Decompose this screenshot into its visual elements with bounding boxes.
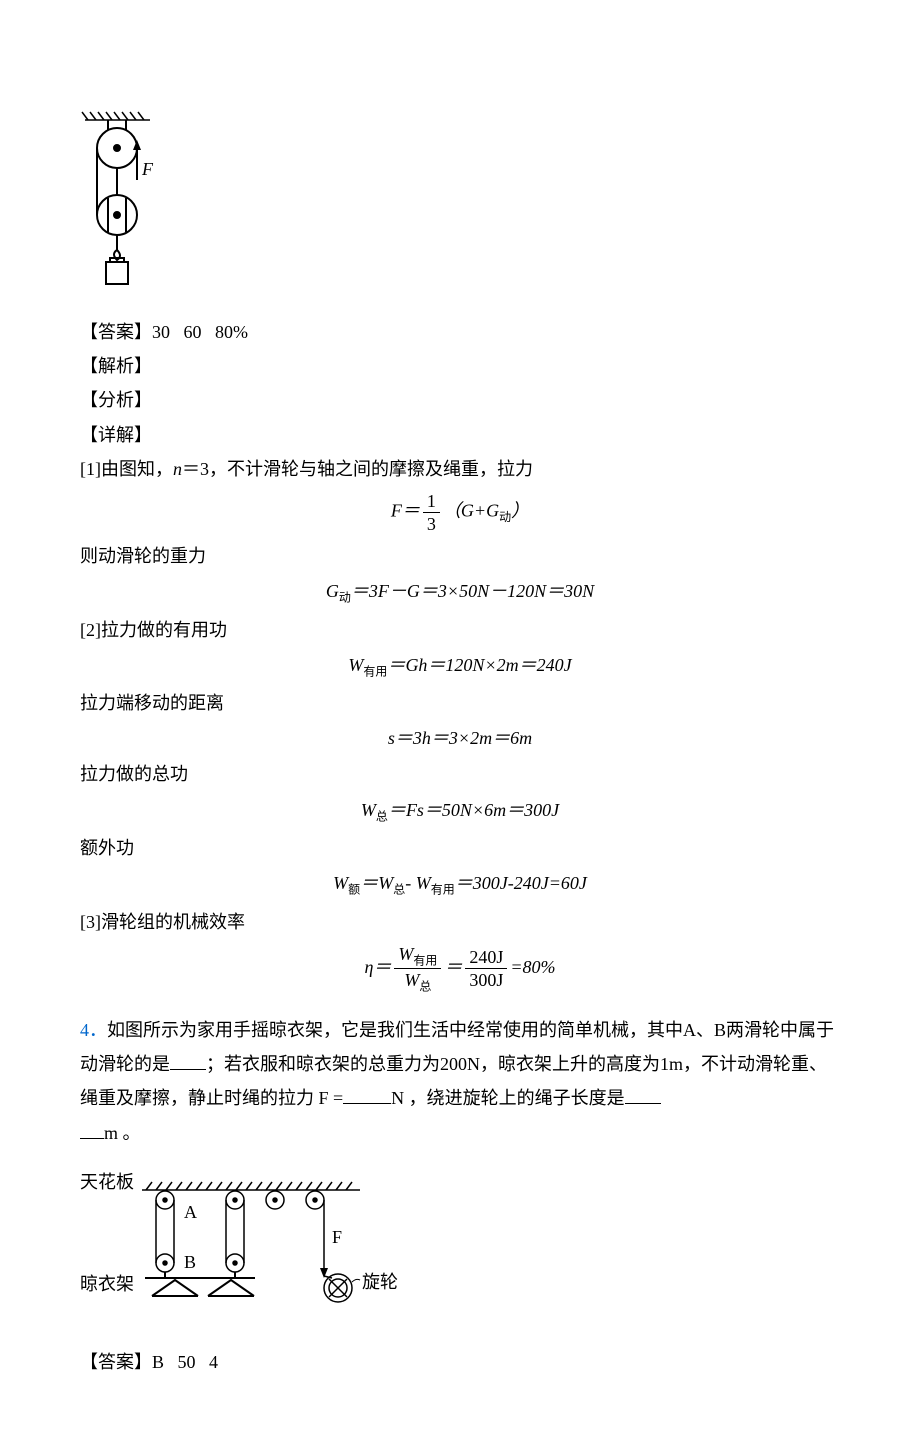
step3-intro: [3]滑轮组的机械效率 <box>80 905 840 939</box>
formula-Gd: G动＝3F－G＝3×50N－120N＝30N <box>80 579 840 606</box>
answer-val-2: 60 <box>184 322 202 342</box>
answer4-v1: B <box>152 1352 164 1372</box>
blank-3 <box>625 1086 661 1104</box>
blank-3b <box>80 1121 104 1139</box>
svg-text:B: B <box>184 1252 196 1272</box>
answer4-line: 【答案】B 50 4 <box>80 1345 840 1379</box>
formula-eta: η＝W有用W总＝240J300J=80% <box>80 945 840 993</box>
step2-We-label: 额外功 <box>80 831 840 865</box>
force-label: F <box>141 159 154 179</box>
formula-Wy: W有用＝Gh＝120N×2m＝240J <box>80 653 840 680</box>
section-xiangjie: 【详解】 <box>80 418 840 452</box>
svg-text:天花板: 天花板 <box>80 1172 134 1192</box>
answer-label: 【答案】 <box>80 322 152 342</box>
q4-number: 4． <box>80 1020 107 1040</box>
answer4-label: 【答案】 <box>80 1352 152 1372</box>
formula-Wz: W总＝Fs＝50N×6m＝300J <box>80 798 840 825</box>
q4-text: 4．如图所示为家用手摇晾衣架，它是我们生活中经常使用的简单机械，其中A、B两滑轮… <box>80 1013 840 1150</box>
svg-text:A: A <box>184 1202 197 1222</box>
formula-F: F＝13（G+G动） <box>80 492 840 533</box>
svg-text:晾衣架: 晾衣架 <box>80 1274 134 1294</box>
formula-We: W额＝W总- W有用＝300J-240J=60J <box>80 871 840 898</box>
answer-val-1: 30 <box>152 322 170 342</box>
answer-line: 【答案】30 60 80% <box>80 315 840 349</box>
step2-s-label: 拉力端移动的距离 <box>80 686 840 720</box>
step1-line2: 则动滑轮的重力 <box>80 539 840 573</box>
svg-text:旋轮: 旋轮 <box>362 1272 398 1292</box>
svg-text:F: F <box>332 1227 342 1247</box>
section-jiexi: 【解析】 <box>80 349 840 383</box>
step2-Wz-label: 拉力做的总功 <box>80 757 840 791</box>
figure-pulley: F <box>80 110 840 305</box>
blank-1 <box>170 1052 206 1070</box>
section-fenxi: 【分析】 <box>80 383 840 417</box>
blank-2 <box>343 1086 391 1104</box>
step2-intro: [2]拉力做的有用功 <box>80 613 840 647</box>
answer4-v3: 4 <box>209 1352 218 1372</box>
answer4-v2: 50 <box>178 1352 196 1372</box>
answer-val-3: 80% <box>215 322 248 342</box>
step1-intro: [1]由图知，n＝3，不计滑轮与轴之间的摩擦及绳重，拉力 <box>80 452 840 486</box>
formula-s: s＝3h＝3×2m＝6m <box>80 726 840 751</box>
figure-rack: 天花板 <box>80 1158 840 1333</box>
